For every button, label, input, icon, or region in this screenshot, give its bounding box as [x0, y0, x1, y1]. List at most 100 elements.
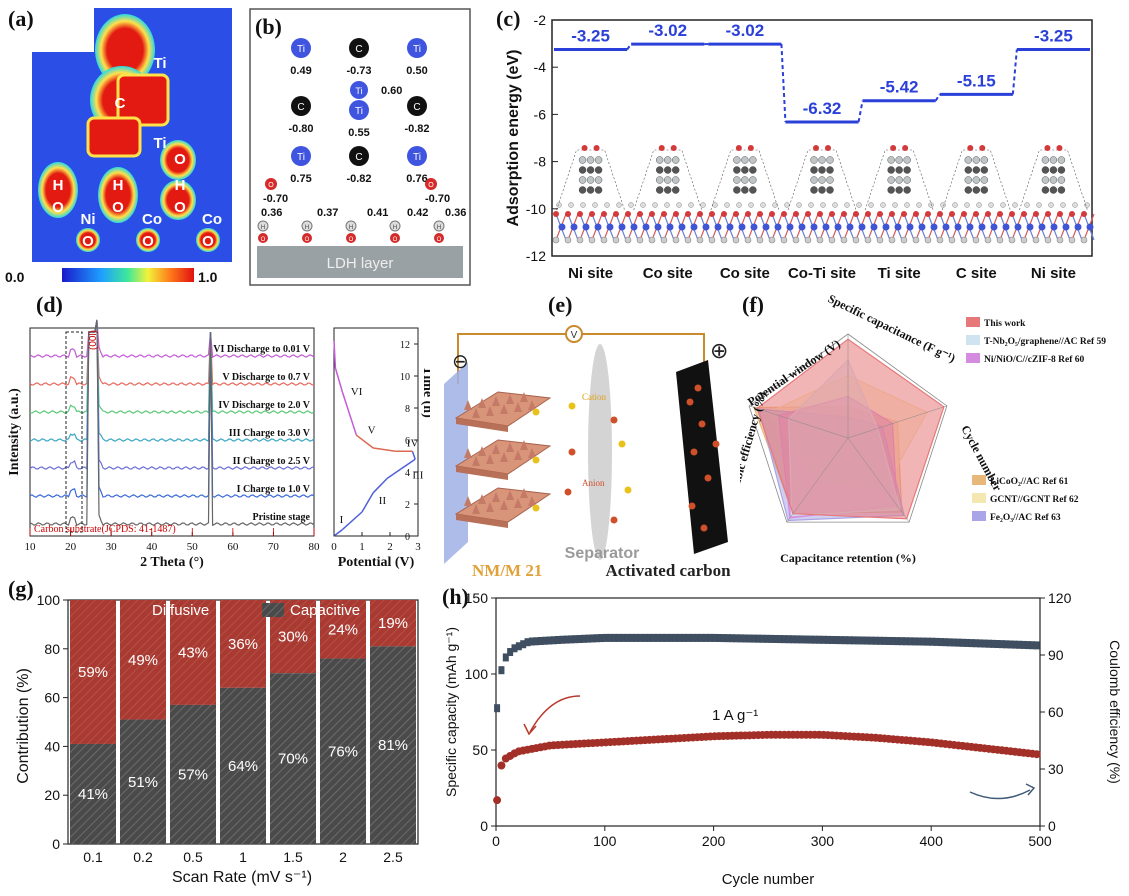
h-efficiency-point — [755, 634, 762, 643]
d-series-label: VI Discharge to 0.01 V — [213, 344, 311, 355]
h-xtick: 100 — [593, 833, 617, 849]
b-atom-c — [349, 38, 369, 58]
b-atom-charge: 0.55 — [348, 127, 369, 139]
h-efficiency-point — [1020, 640, 1027, 649]
g-bar-capacitive — [370, 646, 416, 844]
h-efficiency-point — [864, 636, 871, 645]
g-label-capacitive: 64% — [228, 758, 258, 775]
panel-e: V ⊖ ⊕ Cation Anion NM/M 21 Separator Act… — [432, 292, 742, 580]
h-efficiency-point — [820, 635, 827, 644]
b-atom-symbol: Ti — [297, 152, 305, 163]
d2-curve-segment — [333, 340, 337, 369]
b-h-charge: 0.36 — [261, 207, 282, 219]
c-transition — [934, 93, 941, 102]
c-transition — [857, 100, 864, 123]
d-series-label: III Charge to 3.0 V — [229, 428, 311, 439]
c-transition — [1011, 49, 1018, 95]
h-efficiency-point — [850, 636, 857, 645]
h-efficiency-point — [907, 637, 914, 646]
bader-charge-diagram: Ti 0.49 C -0.73 Ti 0.50 C -0.80 Ti 0.55 C -0.82 Ti 0.… — [249, 8, 471, 286]
h-efficiency-point — [537, 637, 544, 646]
d2-curve-segment — [355, 434, 374, 449]
g-bar-diffusive — [70, 600, 116, 744]
b-atom-symbol: O — [428, 182, 434, 189]
h-efficiency-point — [833, 636, 840, 645]
d2-stage-label: III — [412, 469, 423, 481]
h-efficiency-point — [528, 637, 535, 646]
atom-o-1: O — [174, 151, 186, 168]
h-efficiency-point — [1003, 640, 1010, 649]
panel-label-g: (g) — [8, 576, 34, 601]
c-value-label: -3.25 — [1034, 27, 1073, 46]
c-ytick: -8 — [534, 154, 547, 170]
b-atom-charge: -0.80 — [288, 123, 313, 135]
b-oxygen-atom — [425, 178, 437, 190]
h-efficiency-point — [668, 633, 675, 642]
h-efficiency-point — [933, 637, 940, 646]
g-xtick: 0.1 — [83, 849, 103, 865]
d2-stage-label: II — [379, 495, 387, 507]
g-label-diffusive: 36% — [228, 636, 258, 653]
h-efficiency-point — [955, 638, 962, 647]
h-efficiency-point — [903, 637, 910, 646]
h-efficiency-point — [494, 704, 501, 713]
h-efficiency-point — [1007, 640, 1014, 649]
g-xtick: 0.5 — [183, 849, 203, 865]
b-atom-c — [291, 96, 311, 116]
d2-curve-segment — [361, 492, 374, 513]
h-ylabel-right: Coulomb efficiency (%) — [1107, 640, 1123, 784]
d2-curve-segment — [372, 477, 388, 494]
d-series-label: II Charge to 2.5 V — [233, 456, 311, 467]
scale-max: 1.0 — [198, 269, 218, 285]
h-efficiency-point — [533, 637, 540, 646]
b-hydrogen-atom — [257, 220, 269, 232]
b-atom-symbol: H — [393, 225, 397, 231]
atom-h-1: H — [53, 177, 64, 194]
h-efficiency-point — [1025, 641, 1032, 650]
h-efficiency-point — [759, 634, 766, 643]
b-atom-symbol: Ti — [413, 44, 421, 55]
g-xtick: 2.5 — [383, 849, 403, 865]
c-category-label: Ti site — [878, 265, 921, 282]
g-bar-capacitive — [320, 658, 366, 844]
b-atom-charge: 0.76 — [406, 173, 427, 185]
h-efficiency-point — [885, 636, 892, 645]
b-atom-charge: 0.60 — [381, 85, 402, 97]
h-efficiency-point — [977, 639, 984, 648]
h-efficiency-point — [546, 636, 553, 645]
atom-o-7: O — [202, 233, 214, 250]
h-efficiency-point — [594, 634, 601, 643]
c-ytick: -10 — [526, 201, 546, 217]
h-efficiency-point — [1033, 641, 1040, 650]
b-atom-c — [407, 96, 427, 116]
h-efficiency-point — [1016, 640, 1023, 649]
h-efficiency-point — [589, 634, 596, 643]
g-ytick: 0 — [52, 836, 60, 852]
h-ytick-right: 30 — [1048, 761, 1064, 777]
h-efficiency-point — [898, 637, 905, 646]
c-value-label: -3.02 — [648, 21, 687, 40]
g-bar-diffusive — [220, 600, 266, 688]
h-ylabel-left: Specific capacity (mAh g⁻¹) — [443, 627, 459, 797]
b-atom-symbol: H — [305, 225, 309, 231]
h-efficiency-point — [985, 639, 992, 648]
d-xrd-pattern — [29, 319, 315, 414]
c-value-label: -3.02 — [725, 21, 764, 40]
h-efficiency-point — [964, 638, 971, 647]
panel-b: Ti 0.49 C -0.73 Ti 0.50 C -0.80 Ti 0.55 C -0.82 Ti 0.… — [249, 8, 471, 286]
e-cation: Cation — [582, 392, 606, 402]
panel-label-a: (a) — [8, 6, 34, 31]
d-xrd-pattern — [29, 319, 315, 470]
d-xrd-pattern — [29, 319, 315, 499]
d2-curve-segment — [386, 468, 402, 480]
atom-o-2: O — [52, 199, 64, 216]
d-peak-label: (00l) — [88, 330, 99, 350]
b-h-charge: 0.42 — [407, 207, 428, 219]
d-xrd-pattern — [29, 319, 315, 443]
c-category-label: Ni site — [568, 265, 613, 282]
h-efficiency-point — [637, 633, 644, 642]
panel-label-b: (b) — [255, 14, 282, 39]
d-xtick: 70 — [268, 541, 280, 553]
scale-min: 0.0 — [5, 269, 25, 285]
h-efficiency-point — [998, 640, 1005, 649]
